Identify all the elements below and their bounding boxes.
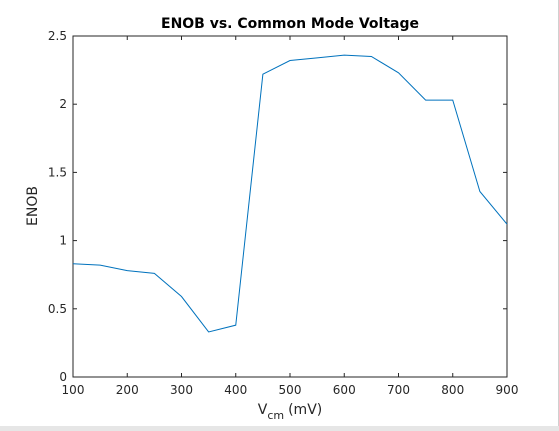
x-tick-label: 900 xyxy=(496,383,519,397)
y-tick-label: 1.5 xyxy=(48,165,67,179)
x-axis-label-unit: (mV) xyxy=(288,402,322,418)
y-axis-ticks: 0 0.5 1 1.5 2 2.5 xyxy=(48,29,507,384)
x-tick-label: 200 xyxy=(116,383,139,397)
x-tick-label: 800 xyxy=(441,383,464,397)
plot-area xyxy=(72,35,508,378)
y-tick-label: 2.5 xyxy=(48,29,67,43)
x-axis-label: Vcm (mV) xyxy=(258,402,322,422)
window-bottom-strip xyxy=(0,426,559,431)
x-tick-label: 400 xyxy=(224,383,247,397)
x-tick-label: 600 xyxy=(333,383,356,397)
chart-title: ENOB vs. Common Mode Voltage xyxy=(161,16,419,32)
x-axis-ticks: 100 200 300 400 500 600 700 800 900 xyxy=(62,36,519,397)
x-tick-label: 300 xyxy=(170,383,193,397)
x-axis-label-main: V xyxy=(258,402,268,418)
y-tick-label: 1 xyxy=(59,234,67,248)
x-axis-label-subscript: cm xyxy=(267,409,284,422)
x-tick-label: 100 xyxy=(62,383,85,397)
y-tick-label: 2 xyxy=(59,97,67,111)
series-line-enob xyxy=(72,54,508,333)
y-tick-label: 0.5 xyxy=(48,302,67,316)
x-tick-label: 500 xyxy=(279,383,302,397)
y-tick-label: 0 xyxy=(59,370,67,384)
x-tick-label: 700 xyxy=(387,383,410,397)
y-axis-label: ENOB xyxy=(25,186,41,226)
